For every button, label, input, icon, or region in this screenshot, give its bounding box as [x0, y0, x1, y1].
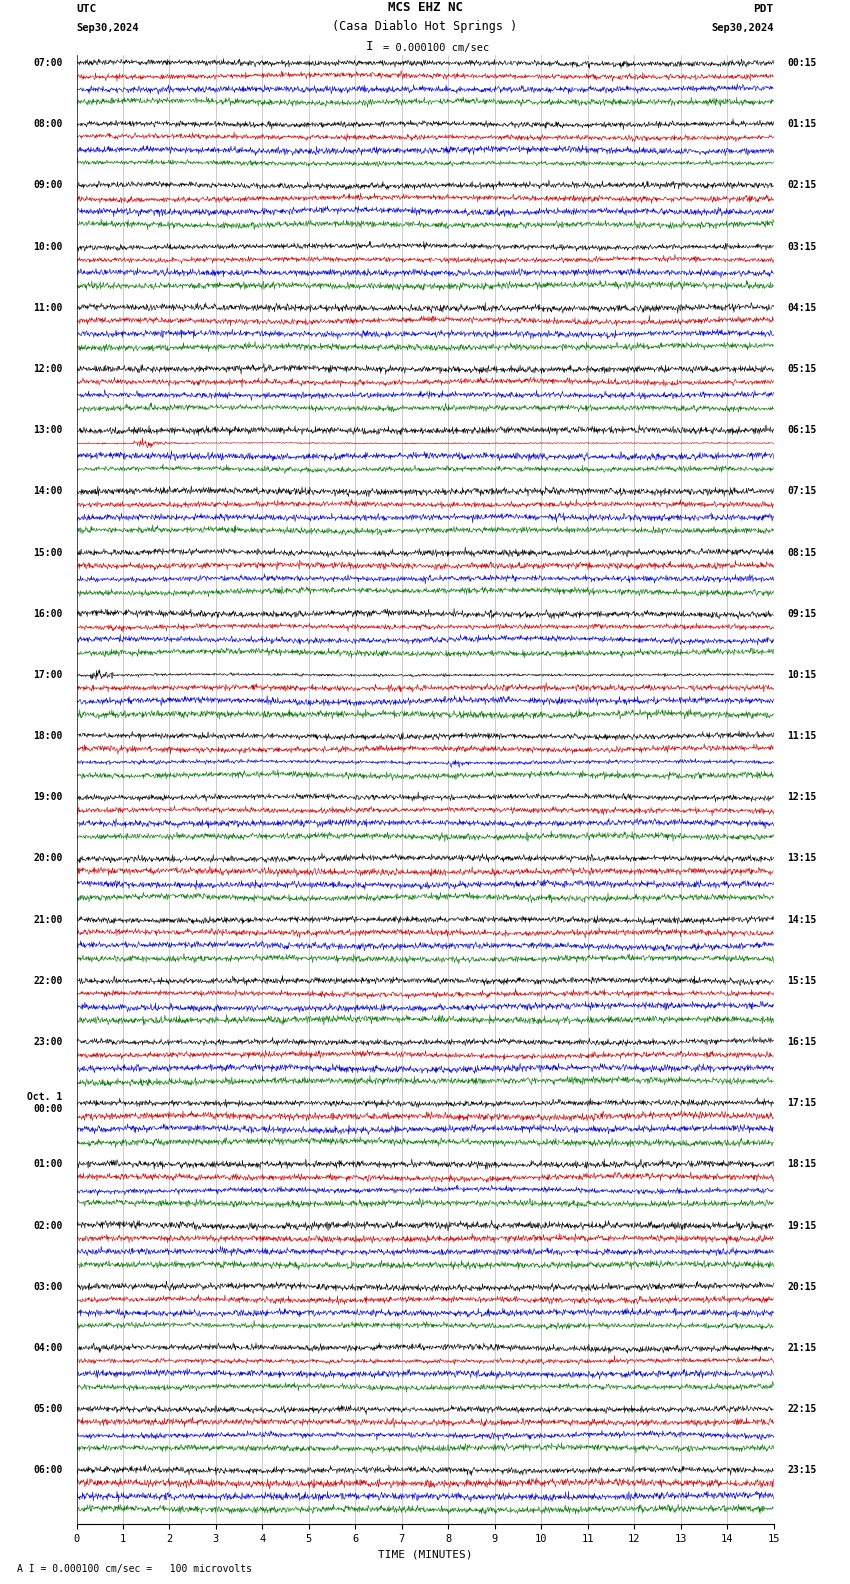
Text: 09:15: 09:15	[787, 608, 817, 619]
Text: 13:15: 13:15	[787, 854, 817, 863]
Text: 04:15: 04:15	[787, 303, 817, 312]
Text: 02:15: 02:15	[787, 181, 817, 190]
Text: 03:00: 03:00	[33, 1281, 63, 1291]
Text: 14:15: 14:15	[787, 914, 817, 925]
Text: 05:15: 05:15	[787, 364, 817, 374]
Text: 22:00: 22:00	[33, 976, 63, 985]
Text: 13:00: 13:00	[33, 425, 63, 436]
Text: 04:00: 04:00	[33, 1343, 63, 1353]
Text: 08:15: 08:15	[787, 548, 817, 558]
Text: PDT: PDT	[753, 5, 774, 14]
Text: 11:00: 11:00	[33, 303, 63, 312]
Text: 12:15: 12:15	[787, 792, 817, 802]
Text: (Casa Diablo Hot Springs ): (Casa Diablo Hot Springs )	[332, 21, 518, 33]
Text: 00:15: 00:15	[787, 59, 817, 68]
Text: Oct. 1
00:00: Oct. 1 00:00	[27, 1093, 63, 1114]
Text: = 0.000100 cm/sec: = 0.000100 cm/sec	[383, 43, 490, 52]
Text: Sep30,2024: Sep30,2024	[711, 24, 774, 33]
Text: 17:00: 17:00	[33, 670, 63, 680]
Text: 10:15: 10:15	[787, 670, 817, 680]
Text: 01:15: 01:15	[787, 119, 817, 130]
Text: 23:15: 23:15	[787, 1465, 817, 1475]
Text: 01:00: 01:00	[33, 1159, 63, 1169]
Text: 18:15: 18:15	[787, 1159, 817, 1169]
Text: 06:00: 06:00	[33, 1465, 63, 1475]
Text: 12:00: 12:00	[33, 364, 63, 374]
Text: A I = 0.000100 cm/sec =   100 microvolts: A I = 0.000100 cm/sec = 100 microvolts	[17, 1565, 252, 1574]
Text: 02:00: 02:00	[33, 1221, 63, 1231]
Text: 22:15: 22:15	[787, 1403, 817, 1415]
Text: MCS EHZ NC: MCS EHZ NC	[388, 2, 462, 14]
Text: 11:15: 11:15	[787, 732, 817, 741]
Text: 05:00: 05:00	[33, 1403, 63, 1415]
Text: 14:00: 14:00	[33, 486, 63, 496]
Text: 21:00: 21:00	[33, 914, 63, 925]
Text: 08:00: 08:00	[33, 119, 63, 130]
Text: 10:00: 10:00	[33, 242, 63, 252]
Text: 16:00: 16:00	[33, 608, 63, 619]
Text: 03:15: 03:15	[787, 242, 817, 252]
Text: 15:00: 15:00	[33, 548, 63, 558]
Text: 19:15: 19:15	[787, 1221, 817, 1231]
Text: 07:00: 07:00	[33, 59, 63, 68]
Text: 06:15: 06:15	[787, 425, 817, 436]
X-axis label: TIME (MINUTES): TIME (MINUTES)	[377, 1549, 473, 1559]
Text: 23:00: 23:00	[33, 1038, 63, 1047]
Text: 19:00: 19:00	[33, 792, 63, 802]
Text: 20:15: 20:15	[787, 1281, 817, 1291]
Text: 09:00: 09:00	[33, 181, 63, 190]
Text: 15:15: 15:15	[787, 976, 817, 985]
Text: Sep30,2024: Sep30,2024	[76, 24, 139, 33]
Text: 17:15: 17:15	[787, 1098, 817, 1109]
Text: 21:15: 21:15	[787, 1343, 817, 1353]
Text: 20:00: 20:00	[33, 854, 63, 863]
Text: 07:15: 07:15	[787, 486, 817, 496]
Text: I: I	[366, 40, 373, 52]
Text: 18:00: 18:00	[33, 732, 63, 741]
Text: UTC: UTC	[76, 5, 97, 14]
Text: 16:15: 16:15	[787, 1038, 817, 1047]
